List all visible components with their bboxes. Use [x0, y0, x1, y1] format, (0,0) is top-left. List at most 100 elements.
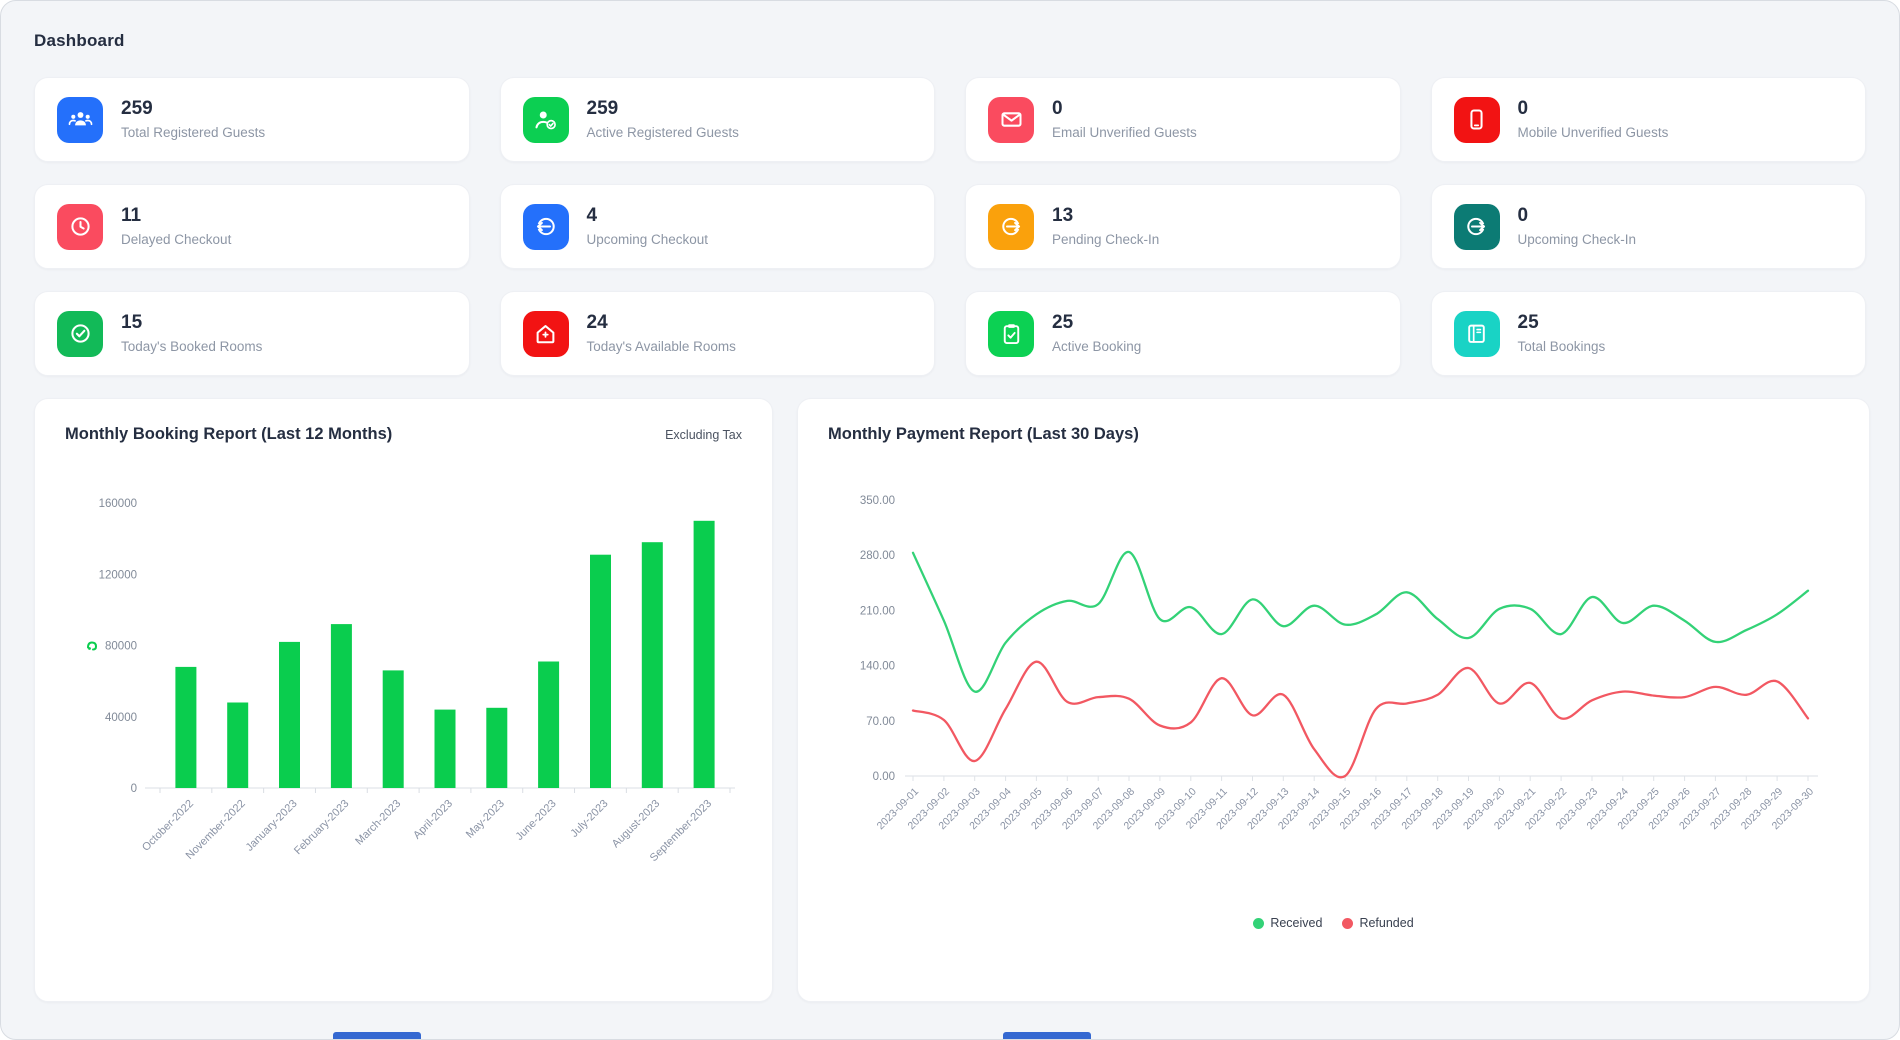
- user-check-icon: [522, 96, 569, 143]
- stat-value: 25: [1517, 311, 1539, 333]
- stat-card-upcoming-checkout: 4 Upcoming Checkout: [499, 184, 935, 269]
- clock-icon: [57, 203, 103, 250]
- stat-card-pending-check-in: 13 Pending Check-In: [965, 184, 1401, 269]
- stat-card-email-unverified-guests: 0 Email Unverified Guests: [965, 77, 1401, 162]
- stat-value: 25: [1052, 311, 1074, 333]
- stats-grid: 259 Total Registered Guests 259 Active R…: [34, 77, 1866, 376]
- payment-line-chart: 0.00 70.00 140.00 210.00 280.00 350.00 2023-09…: [828, 458, 1839, 908]
- stat-value: 15: [121, 311, 143, 333]
- svg-text:April-2023: April-2023: [411, 798, 455, 842]
- stat-card-total-bookings: 25 Total Bookings: [1430, 291, 1866, 376]
- stat-value: 0: [1517, 204, 1529, 226]
- svg-text:80000: 80000: [105, 641, 137, 653]
- line-received: [911, 550, 1810, 693]
- svg-text:June-2023: June-2023: [514, 798, 559, 843]
- excluding-tax-label: Excluding Tax: [665, 428, 742, 442]
- svg-text:October-2022: October-2022: [140, 798, 196, 854]
- svg-text:160000: 160000: [99, 498, 137, 510]
- bar-June-2023: [538, 661, 560, 788]
- envelope-icon: [988, 96, 1034, 143]
- bar-May-2023: [486, 707, 508, 788]
- page-title: Dashboard: [34, 31, 125, 50]
- svg-text:40000: 40000: [105, 712, 137, 724]
- bar-February-2023: [330, 624, 352, 788]
- stat-label: Active Registered Guests: [586, 125, 739, 141]
- svg-text:March-2023: March-2023: [353, 798, 403, 848]
- svg-text:140.00: 140.00: [860, 661, 895, 673]
- payment-chart-header: Monthly Payment Report (Last 30 Days): [828, 425, 1839, 444]
- arrow-circle-left-icon: [522, 203, 569, 250]
- clipboard-check-icon: [988, 310, 1034, 357]
- stat-label: Today's Booked Rooms: [121, 339, 263, 355]
- payment-report-card: Monthly Payment Report (Last 30 Days) 0.…: [797, 398, 1870, 1002]
- svg-text:0.00: 0.00: [873, 771, 895, 783]
- stat-card-active-booking: 25 Active Booking: [965, 291, 1401, 376]
- bar-September-2023: [693, 520, 715, 788]
- clipped-blue-element-left[interactable]: [333, 1032, 421, 1039]
- stat-label: Email Unverified Guests: [1052, 125, 1197, 141]
- arrow-circle-right-icon: [988, 203, 1034, 250]
- svg-text:70.00: 70.00: [866, 716, 895, 728]
- smartphone-icon: [1453, 96, 1500, 143]
- svg-text:February-2023: February-2023: [292, 798, 352, 858]
- booking-chart-header: Monthly Booking Report (Last 12 Months) …: [65, 425, 742, 444]
- stat-value: 0: [1517, 97, 1529, 119]
- stat-value: 13: [1052, 204, 1074, 226]
- stat-label: Delayed Checkout: [121, 232, 232, 248]
- bar-November-2022: [227, 702, 249, 788]
- legend-received-label: Received: [1270, 916, 1323, 930]
- stat-value: 259: [121, 97, 153, 119]
- payment-line-chart-svg: 0.0070.00140.00210.00280.00350.002023-09…: [860, 495, 1818, 832]
- stat-card-today-s-booked-rooms: 15 Today's Booked Rooms: [34, 291, 470, 376]
- payment-chart-title: Monthly Payment Report (Last 30 Days): [828, 425, 1139, 443]
- stat-card-active-registered-guests: 259 Active Registered Guests: [499, 77, 935, 162]
- svg-text:350.00: 350.00: [860, 495, 895, 507]
- booking-report-card: Monthly Booking Report (Last 12 Months) …: [34, 398, 773, 1002]
- line-refunded: [911, 660, 1810, 779]
- svg-text:August-2023: August-2023: [610, 798, 663, 851]
- legend-received[interactable]: Received: [1253, 916, 1322, 930]
- stat-label: Upcoming Checkout: [586, 232, 709, 248]
- booking-chart-title: Monthly Booking Report (Last 12 Months): [65, 425, 393, 443]
- stat-label: Today's Available Rooms: [586, 339, 736, 355]
- legend-refunded[interactable]: Refunded: [1342, 916, 1414, 930]
- stat-value: 11: [121, 204, 142, 226]
- bar-August-2023: [641, 542, 663, 788]
- stat-label: Total Bookings: [1517, 339, 1606, 355]
- stat-label: Upcoming Check-In: [1517, 232, 1637, 248]
- booking-bar-chart-svg: 04000080000120000160000October-2022Novem…: [87, 498, 735, 864]
- booking-bar-chart: 0 40000 80000 120000 160000 October-2022 Novem…: [65, 458, 742, 968]
- book-icon: [1453, 310, 1500, 357]
- check-circle-icon: [57, 310, 103, 357]
- svg-text:210.00: 210.00: [860, 605, 895, 617]
- stat-label: Total Registered Guests: [121, 125, 266, 141]
- stat-card-delayed-checkout: 11 Delayed Checkout: [34, 184, 470, 269]
- stat-card-mobile-unverified-guests: 0 Mobile Unverified Guests: [1430, 77, 1866, 162]
- svg-text:0: 0: [131, 783, 137, 795]
- bar-March-2023: [382, 670, 404, 788]
- bar-April-2023: [434, 709, 456, 788]
- received-dot-icon: [1253, 917, 1265, 929]
- home-plus-icon: [522, 310, 569, 357]
- clipped-blue-element-right[interactable]: [1003, 1032, 1091, 1039]
- bar-July-2023: [590, 554, 611, 788]
- bar-October-2022: [175, 666, 197, 788]
- stat-card-upcoming-check-in: 0 Upcoming Check-In: [1430, 184, 1866, 269]
- stat-label: Active Booking: [1052, 339, 1142, 355]
- svg-text:280.00: 280.00: [860, 550, 895, 562]
- svg-text:January-2023: January-2023: [244, 798, 300, 854]
- stat-value: 24: [586, 311, 608, 333]
- arrow-circle-right-icon: [1453, 203, 1500, 250]
- bar-January-2023: [279, 641, 300, 788]
- svg-text:120000: 120000: [99, 569, 137, 581]
- stat-label: Pending Check-In: [1052, 232, 1160, 248]
- legend-refunded-label: Refunded: [1359, 916, 1414, 930]
- charts-row: Monthly Booking Report (Last 12 Months) …: [34, 398, 1870, 1002]
- svg-text:July-2023: July-2023: [568, 798, 610, 840]
- stat-card-total-registered-guests: 259 Total Registered Guests: [34, 77, 470, 162]
- stat-label: Mobile Unverified Guests: [1517, 125, 1669, 141]
- stat-value: 0: [1052, 97, 1063, 119]
- refunded-dot-icon: [1342, 917, 1354, 929]
- currency-icon: [87, 641, 98, 651]
